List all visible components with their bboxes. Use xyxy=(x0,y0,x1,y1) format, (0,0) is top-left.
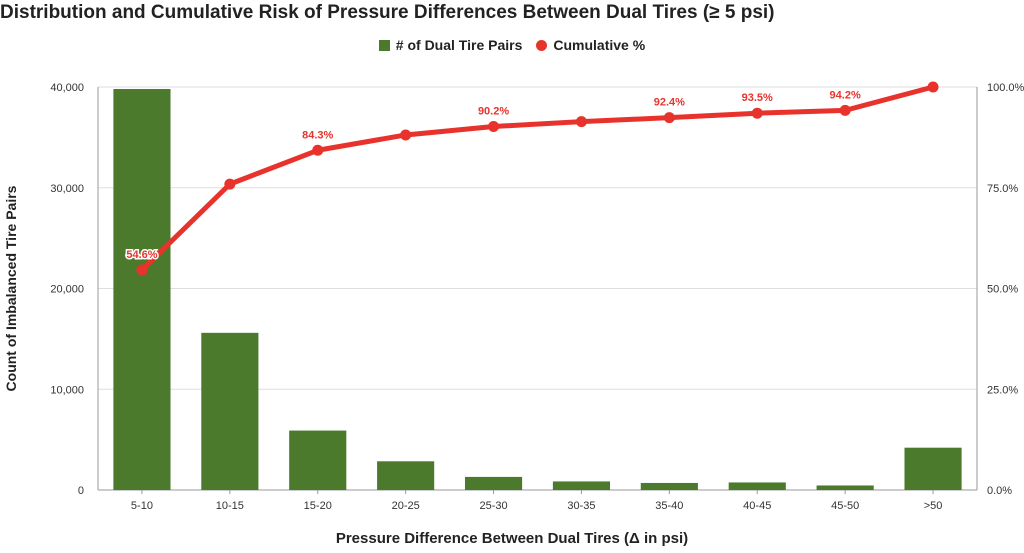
x-tick-label: 30-35 xyxy=(567,500,595,512)
bar xyxy=(289,430,347,490)
x-tick-label: 25-30 xyxy=(479,500,507,512)
y-right-tick-label: 50.0% xyxy=(987,284,1018,296)
x-tick-label: 5-10 xyxy=(131,500,153,512)
legend-item-bars: # of Dual Tire Pairs xyxy=(378,37,523,53)
data-label: 93.5% xyxy=(742,92,773,104)
data-label: 54.6% xyxy=(126,249,157,261)
data-label: 90.2% xyxy=(478,105,509,117)
line-point xyxy=(136,264,148,276)
bar xyxy=(728,482,786,490)
y-right-tick-label: 25.0% xyxy=(987,384,1018,396)
data-label: 94.2% xyxy=(830,89,861,101)
y-left-tick-label: 30,000 xyxy=(50,183,84,195)
chart-title: Distribution and Cumulative Risk of Pres… xyxy=(0,2,775,23)
line-point xyxy=(312,144,324,156)
line-point xyxy=(488,120,500,132)
bar xyxy=(552,481,611,490)
line-point xyxy=(224,178,236,190)
line-point xyxy=(751,107,763,119)
legend-swatch-bars xyxy=(378,39,390,51)
y-right-tick-label: 75.0% xyxy=(987,183,1018,195)
data-label: 92.4% xyxy=(654,97,685,109)
data-label: 84.3% xyxy=(302,129,333,141)
line-point xyxy=(663,112,675,124)
legend-item-line: Cumulative % xyxy=(536,37,645,53)
y-right-tick-label: 100.0% xyxy=(987,82,1024,94)
y-left-tick-label: 0 xyxy=(78,485,84,497)
y-left-tick-label: 40,000 xyxy=(50,82,84,94)
y-left-tick-label: 10,000 xyxy=(50,384,84,396)
line-point xyxy=(400,129,412,141)
bar xyxy=(816,485,874,490)
line-point xyxy=(927,81,939,93)
y-left-tick-label: 20,000 xyxy=(50,284,84,296)
x-tick-label: 35-40 xyxy=(655,500,683,512)
legend-label-line: Cumulative % xyxy=(553,37,646,53)
x-tick-label: 45-50 xyxy=(831,500,859,512)
bar xyxy=(113,89,171,490)
bar xyxy=(201,332,259,490)
legend-label-bars: # of Dual Tire Pairs xyxy=(395,37,523,53)
x-axis-title: Pressure Difference Between Dual Tires (… xyxy=(335,530,689,547)
line-point xyxy=(575,116,587,128)
bar xyxy=(377,461,435,490)
bar xyxy=(464,476,523,490)
x-tick-label: 15-20 xyxy=(304,500,332,512)
x-tick-label: 20-25 xyxy=(392,500,420,512)
y-right-tick-label: 0.0% xyxy=(987,485,1012,497)
y-axis-title: Count of Imbalanced Tire Pairs xyxy=(3,185,19,391)
cumulative-line xyxy=(139,84,936,273)
bar xyxy=(904,447,962,490)
x-tick-label: 10-15 xyxy=(216,500,244,512)
legend: # of Dual Tire Pairs Cumulative % xyxy=(0,34,1024,56)
x-tick-label: 40-45 xyxy=(743,500,771,512)
line-point xyxy=(839,104,851,116)
legend-swatch-line xyxy=(536,39,548,51)
bar xyxy=(640,482,698,490)
x-tick-label: >50 xyxy=(924,500,943,512)
